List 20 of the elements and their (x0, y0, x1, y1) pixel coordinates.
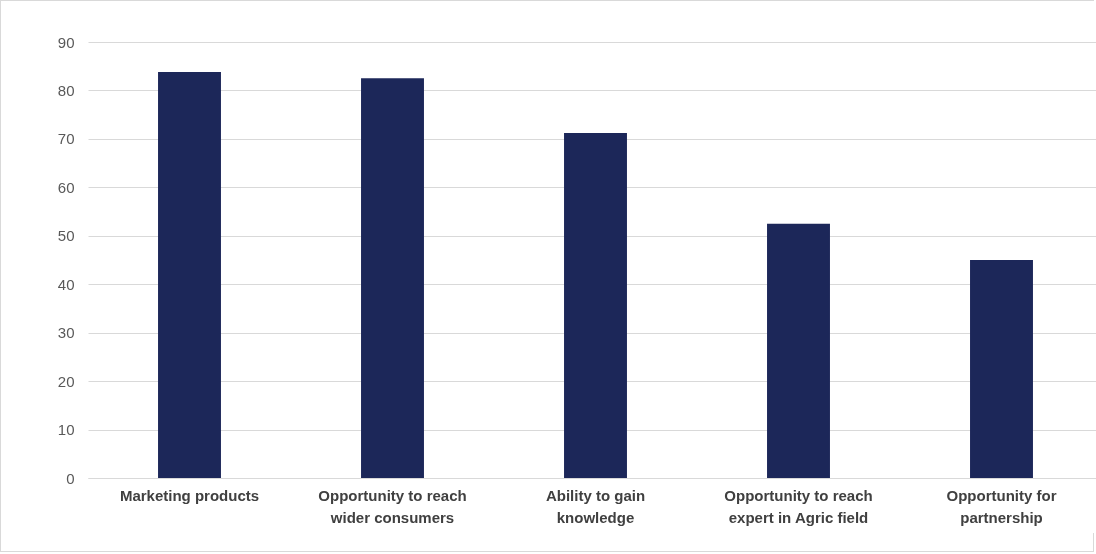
x-tick-label: Opportunity to reach expert in Agric field (724, 486, 873, 526)
bar (564, 133, 627, 478)
y-tick-label: 30 (57, 324, 75, 342)
y-tick-label: 60 (57, 178, 75, 196)
bar (361, 78, 424, 478)
y-tick-label: 90 (57, 33, 75, 51)
x-tick-label: Opportunity to reach wider consumers (318, 486, 467, 526)
bar (158, 72, 221, 478)
x-tick-label: Marketing products (119, 486, 260, 504)
y-tick-label: 70 (57, 130, 75, 148)
y-tick-label: 40 (57, 275, 75, 293)
y-tick-label: 50 (57, 227, 75, 245)
x-tick-label: Ability to gain knowledge (545, 486, 646, 526)
x-tick-label: Opportunity for partnership (946, 486, 1057, 526)
y-tick-label: 10 (57, 421, 75, 439)
y-tick-label: 20 (57, 372, 75, 390)
y-tick-label: 80 (57, 81, 75, 99)
bar (767, 223, 830, 478)
bar (970, 260, 1033, 478)
y-tick-label: 0 (66, 469, 75, 487)
